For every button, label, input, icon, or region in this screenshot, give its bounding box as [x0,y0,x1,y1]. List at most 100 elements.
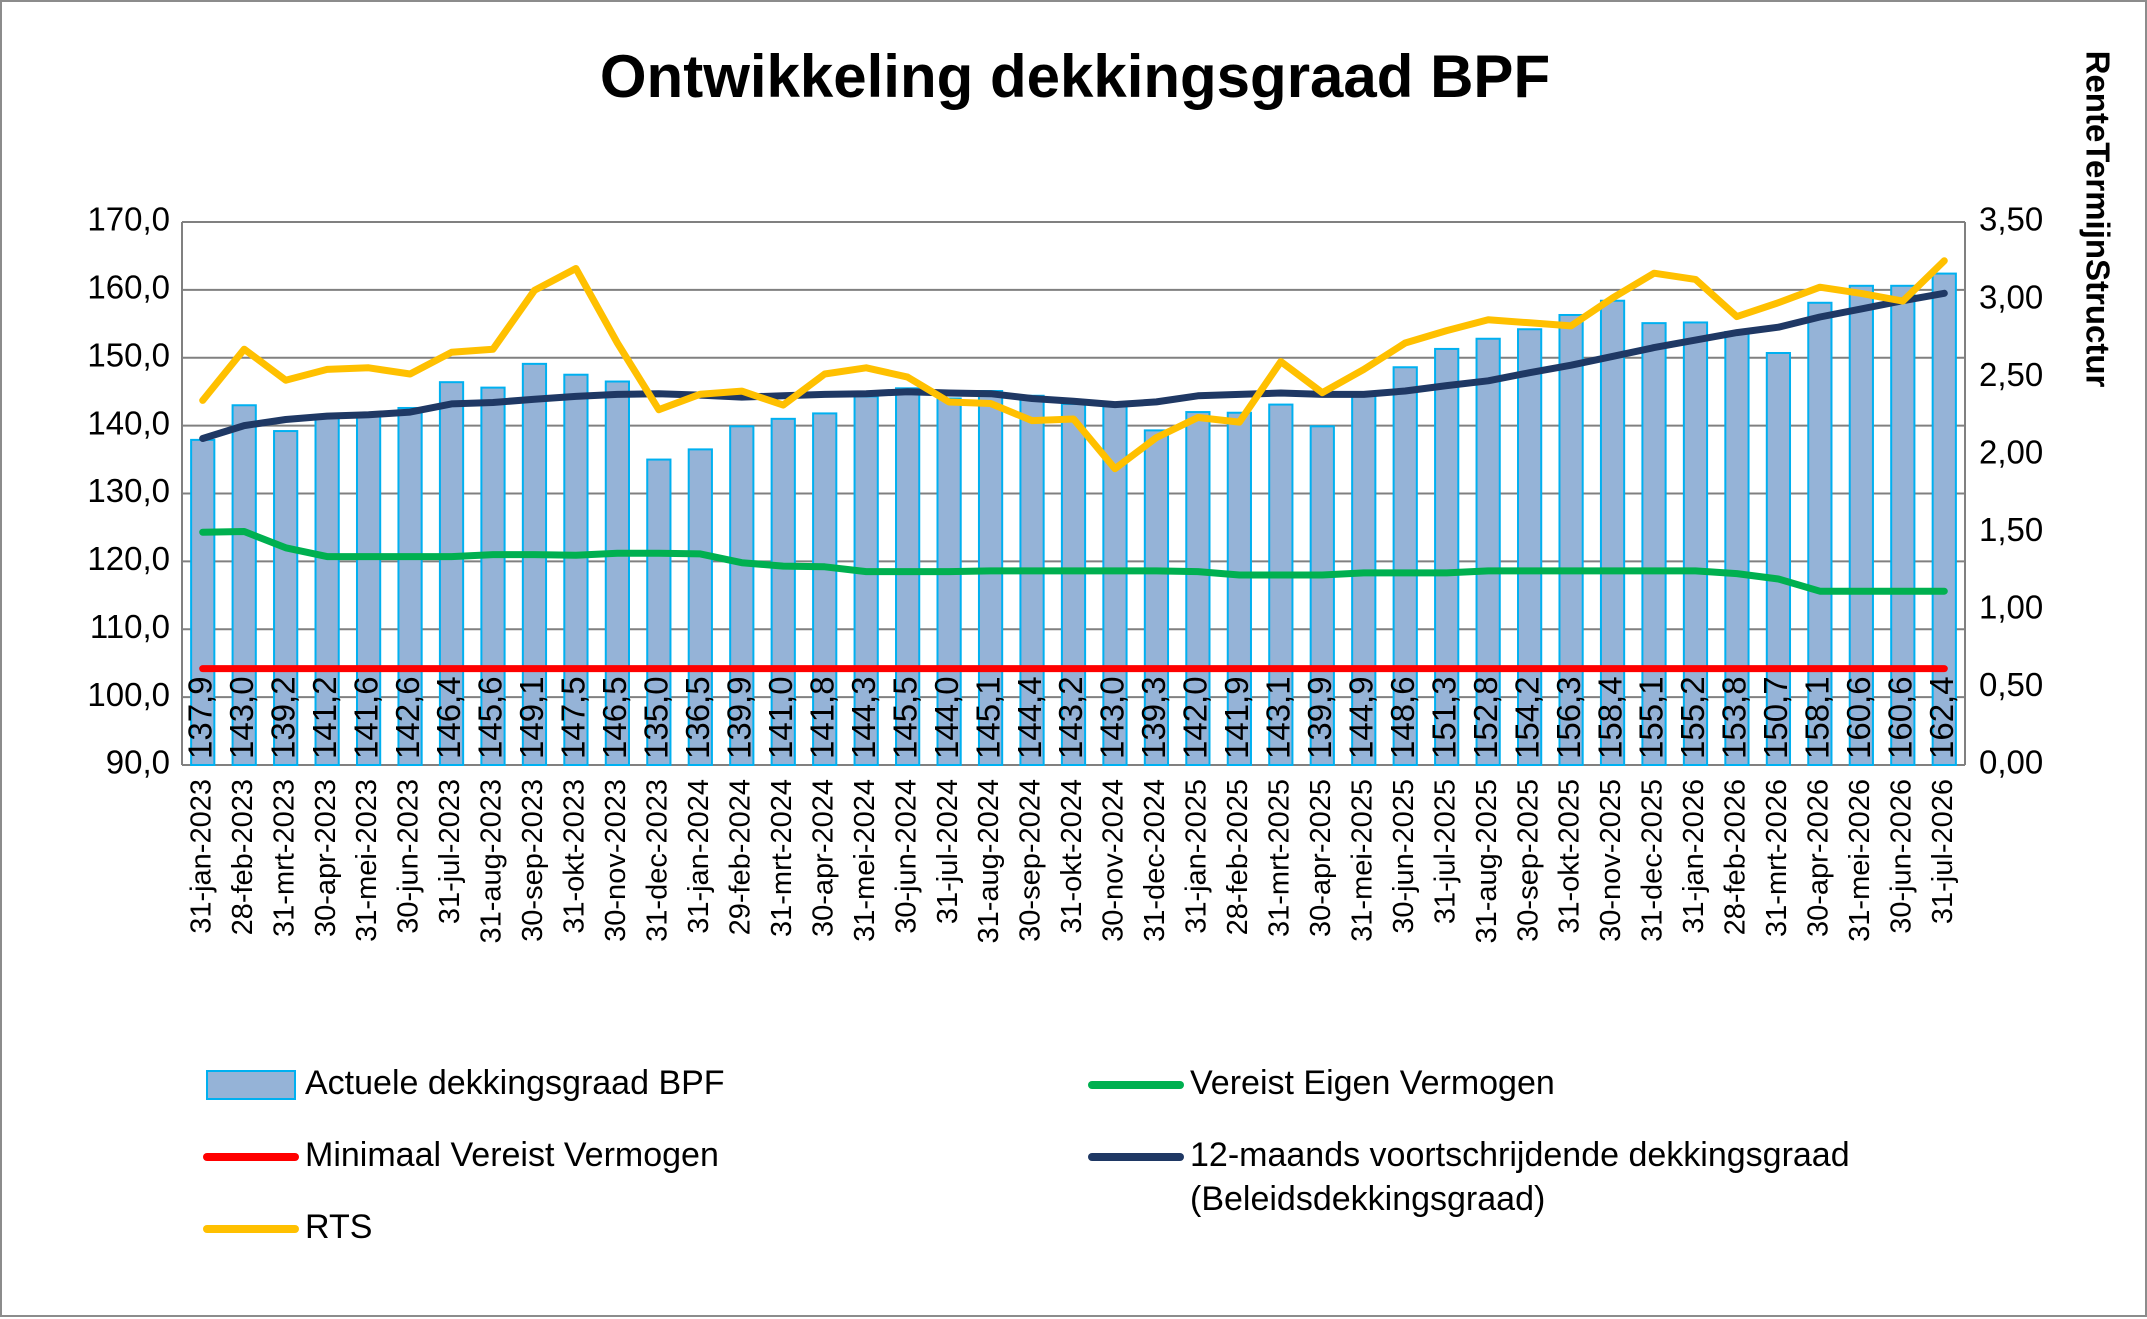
x-tick-label: 28-feb-2025 [1222,779,1254,935]
bar [1475,337,1501,766]
bar [397,406,423,766]
bar-data-label: 148,6 [1384,676,1421,759]
bar-data-label: 143,2 [1052,676,1089,759]
bar-data-label: 142,0 [1177,676,1214,759]
x-tick-label: 31-dec-2024 [1139,779,1171,942]
x-tick-label: 30-nov-2023 [600,779,632,942]
x-tick-label: 31-mei-2023 [351,779,383,942]
bar [1682,321,1709,766]
y-tick-label: 110,0 [90,608,170,645]
bar-series [190,272,1957,766]
y2-tick-label: 1,50 [1979,511,2043,548]
x-axis: 31-jan-2023 28-feb-2023 31-mrt-2023 30-apr-… [185,779,1959,943]
bar-data-label: 146,4 [430,676,467,759]
bar-data-label: 144,4 [1011,676,1048,759]
y2-tick-label: 0,50 [1979,666,2043,703]
bar-data-label: 158,4 [1591,676,1628,759]
series-line [199,528,1948,595]
bar-data-label: 139,9 [1301,676,1338,759]
x-tick-label: 30-apr-2026 [1803,779,1835,937]
x-tick-label: 31-aug-2023 [476,779,508,943]
x-tick-label: 31-jan-2023 [185,779,217,934]
x-tick-label: 31-okt-2025 [1554,779,1586,934]
x-tick-label: 31-mrt-2023 [268,779,300,937]
bar-data-label: 150,7 [1757,676,1794,759]
y2-axis-label: RenteTermijnStructur [2079,51,2116,388]
x-tick-label: 31-mrt-2024 [766,779,798,937]
x-tick-label: 30-apr-2025 [1305,779,1337,937]
x-tick-label: 31-okt-2024 [1056,779,1088,934]
bar-data-label: 149,1 [513,676,550,759]
bar-data-label: 160,6 [1840,676,1877,759]
bar [687,448,713,766]
bar [1517,328,1543,766]
bar-data-label: 156,3 [1550,676,1587,759]
x-tick-label: 31-dec-2025 [1637,779,1669,942]
legend-label: (Beleidsdekkingsgraad) [1190,1180,1545,1218]
bar-data-label: 152,8 [1467,676,1504,759]
x-tick-label: 31-mei-2025 [1346,779,1378,942]
bar-data-label: 135,0 [638,676,675,759]
y2-tick-label: 3,00 [1979,278,2043,315]
x-tick-label: 30-jun-2023 [393,779,425,934]
y2-tick-label: 3,50 [1979,201,2043,238]
bar [1848,284,1874,766]
bar-data-label: 154,2 [1508,676,1545,759]
x-tick-label: 30-sep-2023 [517,779,549,942]
x-tick-label: 28-feb-2026 [1720,779,1752,935]
legend-label: RTS [305,1208,372,1246]
bar [1434,347,1460,766]
bar [1807,301,1833,766]
y-tick-label: 160,0 [87,269,170,306]
y-tick-label: 150,0 [87,336,170,373]
bar-data-label: 141,2 [306,676,343,759]
bar-data-label: 143,0 [223,676,260,759]
y-axis-left: 90,0 100,0 110,0 120,0 130,0 140,0 150,0 160,0 1… [87,201,170,781]
bar [812,412,838,766]
x-tick-label: 31-mrt-2026 [1761,779,1793,937]
data-labels: 137,9 143,0 139,2 141,2 141,6 142,6 146,4 145,6… [181,676,1960,759]
bar-data-label: 137,9 [181,676,218,759]
bar-data-label: 145,5 [886,676,923,759]
x-tick-label: 30-jun-2026 [1885,779,1917,934]
series-line [199,289,1948,442]
bar-data-label: 136,5 [679,676,716,759]
legend-label: Vereist Eigen Vermogen [1190,1064,1555,1102]
y-axis-right: 0,00 0,50 1,00 1,50 2,00 2,50 3,00 3,50 [1979,201,2043,781]
bar [1765,351,1792,766]
legend-item: Minimaal Vereist Vermogen [203,1136,719,1174]
bar [273,430,299,766]
legend-item: RTS [203,1208,372,1246]
bar [231,404,257,766]
bar-data-label: 160,6 [1882,676,1919,759]
bar-data-label: 153,8 [1716,676,1753,759]
bar-data-label: 144,9 [1342,676,1379,759]
bar-data-label: 139,2 [264,676,301,759]
bar-data-label: 145,6 [472,676,509,759]
legend-swatch [206,1070,296,1100]
bar-data-label: 144,0 [928,676,965,759]
legend-label: 12-maands voortschrijdende dekkingsgraad [1190,1136,1850,1174]
x-tick-label: 30-apr-2024 [807,779,839,937]
bar [770,417,796,766]
bar [1931,272,1957,766]
y2-tick-label: 1,00 [1979,589,2043,626]
bar [1268,403,1294,766]
x-tick-label: 31-dec-2023 [642,779,674,942]
y2-tick-label: 2,00 [1979,433,2043,470]
y-tick-label: 120,0 [87,540,170,577]
x-tick-label: 31-aug-2025 [1471,779,1503,943]
y-tick-label: 170,0 [87,201,170,238]
y-tick-label: 90,0 [106,744,170,781]
x-tick-label: 31-mrt-2025 [1263,779,1295,937]
x-tick-label: 30-nov-2024 [1098,779,1130,942]
bar-data-label: 158,1 [1799,676,1836,759]
bar [1226,411,1252,766]
bar [1309,425,1335,766]
x-tick-label: 31-jul-2023 [434,779,466,924]
legend: Actuele dekkingsgraad BPF Vereist Eigen V… [203,1064,1850,1246]
bar-data-label: 139,3 [1135,676,1172,759]
x-tick-label: 31-jul-2026 [1927,779,1959,924]
